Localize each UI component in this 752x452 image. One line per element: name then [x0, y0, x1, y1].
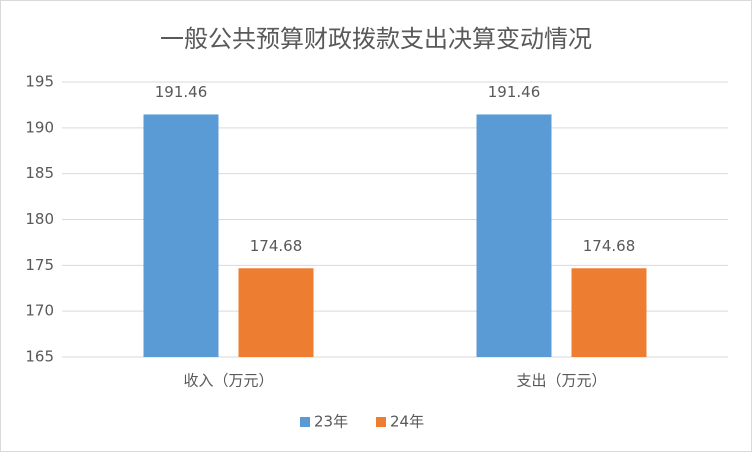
y-tick-label: 185	[25, 164, 54, 182]
legend-label: 23年	[314, 413, 348, 431]
x-tick-label: 支出（万元）	[516, 372, 606, 390]
legend-swatch	[300, 417, 310, 427]
y-tick-label: 180	[25, 210, 54, 228]
bar	[143, 114, 219, 357]
y-tick-label: 170	[25, 302, 54, 320]
data-label: 174.68	[583, 237, 636, 255]
bar	[476, 114, 552, 357]
legend-swatch	[376, 417, 386, 427]
y-tick-label: 190	[25, 118, 54, 136]
bar	[571, 268, 647, 357]
y-tick-label: 165	[25, 348, 54, 366]
x-tick-label: 收入（万元）	[183, 372, 273, 390]
data-label: 191.46	[488, 83, 541, 101]
y-tick-label: 175	[25, 256, 54, 274]
legend-label: 24年	[390, 413, 424, 431]
data-label: 191.46	[155, 83, 208, 101]
data-label: 174.68	[250, 237, 303, 255]
chart-title: 一般公共预算财政拨款支出决算变动情况	[160, 25, 592, 53]
y-tick-label: 195	[25, 73, 54, 91]
bar	[238, 268, 314, 357]
